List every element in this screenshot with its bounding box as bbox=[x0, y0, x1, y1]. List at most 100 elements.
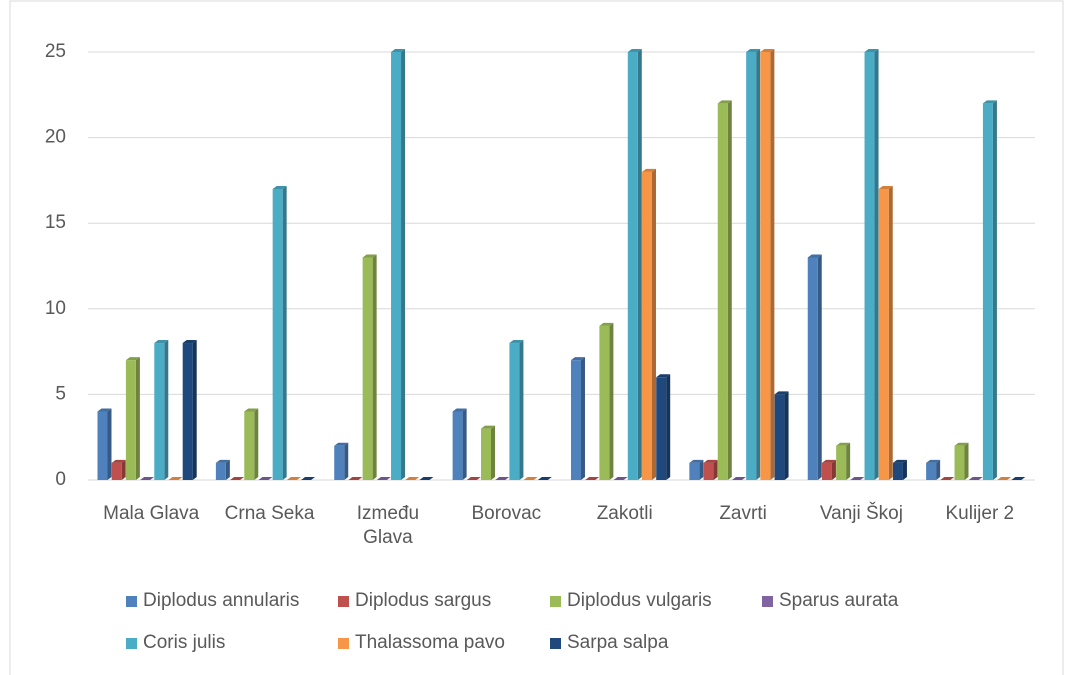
bar-top bbox=[419, 477, 434, 480]
y-tick-label: 5 bbox=[55, 383, 66, 404]
bar bbox=[968, 477, 983, 480]
legend-swatch bbox=[126, 637, 137, 649]
legend-item: Diplodus annularis bbox=[126, 590, 338, 612]
y-tick-label: 20 bbox=[45, 127, 66, 148]
bar bbox=[376, 477, 391, 480]
bar-front bbox=[641, 171, 652, 480]
bar-side bbox=[135, 357, 140, 480]
y-tick-label: 15 bbox=[45, 212, 66, 233]
bar-top bbox=[405, 477, 420, 480]
bar bbox=[537, 477, 552, 480]
legend-item: Diplodus vulgaris bbox=[550, 590, 762, 612]
bar-top bbox=[774, 391, 789, 395]
x-tick-label: Borovac bbox=[471, 503, 542, 524]
legend-swatch bbox=[550, 595, 561, 607]
x-tick-label: Zavrti bbox=[719, 503, 767, 524]
bar-top bbox=[481, 425, 496, 429]
bar-front bbox=[481, 428, 492, 480]
bar-top bbox=[97, 408, 112, 412]
chart-frame bbox=[9, 0, 1064, 675]
bar-top bbox=[641, 168, 656, 172]
bar-top bbox=[230, 477, 245, 480]
y-tick-label: 10 bbox=[45, 298, 66, 319]
bar-front bbox=[892, 462, 903, 480]
bar-top bbox=[495, 477, 510, 480]
bar-side bbox=[372, 254, 377, 480]
bar bbox=[97, 408, 112, 480]
bar bbox=[419, 477, 434, 480]
bar-side bbox=[902, 459, 907, 480]
bar-front bbox=[717, 103, 728, 481]
legend-swatch bbox=[550, 637, 561, 649]
bar-front bbox=[774, 394, 785, 480]
bar-side bbox=[401, 49, 406, 480]
bar-side bbox=[699, 459, 704, 480]
bar-front bbox=[760, 52, 771, 480]
legend: Diplodus annularis Diplodus sargus Diplodu… bbox=[126, 590, 1006, 654]
bar-front bbox=[362, 257, 373, 480]
bar bbox=[585, 477, 600, 480]
bar-top bbox=[509, 340, 524, 344]
bar-front bbox=[182, 343, 193, 480]
bar-top bbox=[836, 442, 851, 446]
bar-side bbox=[874, 49, 879, 480]
bar-top bbox=[850, 477, 865, 480]
bar bbox=[599, 322, 614, 480]
bar-side bbox=[770, 49, 775, 480]
bar bbox=[391, 49, 406, 480]
bar-top bbox=[391, 49, 406, 52]
bar bbox=[168, 477, 183, 480]
bar-side bbox=[727, 100, 732, 481]
bar-front bbox=[656, 377, 667, 480]
bar bbox=[926, 459, 941, 480]
bar-front bbox=[599, 325, 610, 480]
bar bbox=[850, 477, 865, 480]
bar-top bbox=[892, 459, 907, 463]
bar-top bbox=[997, 477, 1012, 480]
bar bbox=[466, 477, 481, 480]
y-tick-label: 25 bbox=[45, 41, 66, 62]
bar-top bbox=[244, 408, 259, 412]
bar bbox=[627, 49, 642, 480]
bar-front bbox=[391, 52, 402, 480]
bar-top bbox=[864, 49, 879, 52]
bar bbox=[613, 477, 628, 480]
bar-side bbox=[462, 408, 467, 480]
bar bbox=[760, 49, 775, 480]
bar-top bbox=[968, 477, 983, 480]
bar bbox=[689, 459, 704, 480]
bar-top bbox=[1011, 477, 1026, 480]
bar bbox=[731, 477, 746, 480]
bar bbox=[140, 477, 155, 480]
legend-label: Thalassoma pavo bbox=[355, 632, 505, 653]
bar-front bbox=[926, 462, 937, 480]
legend-label: Sparus aurata bbox=[779, 590, 899, 611]
bar-front bbox=[125, 360, 136, 480]
bar-side bbox=[107, 408, 112, 480]
bar-top bbox=[348, 477, 363, 480]
legend-swatch bbox=[338, 595, 349, 607]
bar-front bbox=[509, 343, 520, 480]
bar-front bbox=[97, 411, 108, 480]
bar bbox=[821, 459, 836, 480]
bar-side bbox=[784, 391, 789, 480]
bar-top bbox=[537, 477, 552, 480]
bar bbox=[215, 459, 230, 480]
bar-side bbox=[936, 459, 941, 480]
bar-top bbox=[286, 477, 301, 480]
x-tick-label: Vanji Škoj bbox=[819, 503, 903, 524]
bar bbox=[348, 477, 363, 480]
bar bbox=[125, 357, 140, 480]
bar-top bbox=[182, 340, 197, 344]
legend-item: Sparus aurata bbox=[762, 590, 974, 612]
bar-top bbox=[111, 459, 126, 463]
bar-side bbox=[888, 185, 893, 480]
y-tick-label: 0 bbox=[55, 469, 66, 490]
bar bbox=[154, 340, 169, 480]
bar bbox=[495, 477, 510, 480]
legend-item: Diplodus sargus bbox=[338, 590, 550, 612]
bar-top bbox=[599, 322, 614, 326]
bar bbox=[481, 425, 496, 480]
bar-side bbox=[192, 340, 197, 480]
